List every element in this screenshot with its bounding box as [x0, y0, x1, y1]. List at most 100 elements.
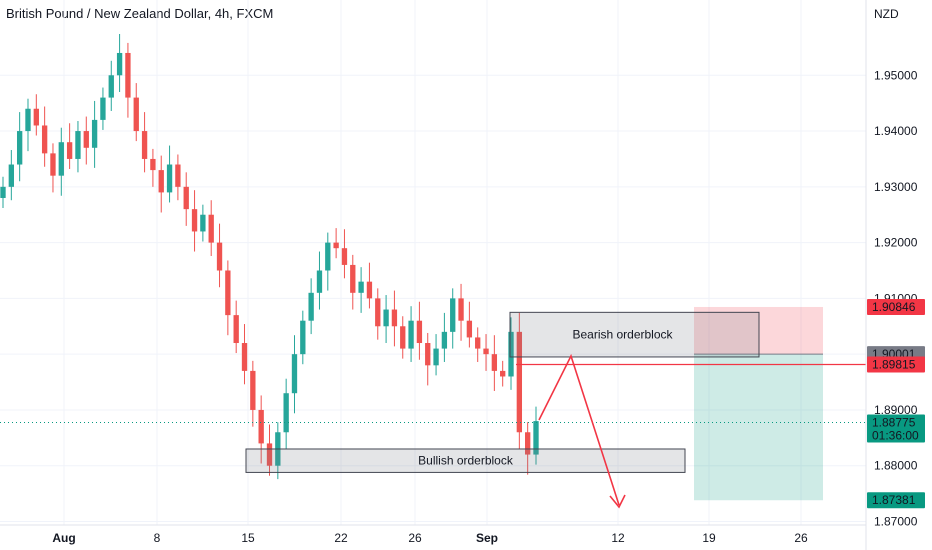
candle-body	[91, 119, 98, 148]
candle-body	[425, 343, 431, 366]
orderblock-label: Bearish orderblock	[572, 328, 673, 342]
candle-body	[450, 298, 456, 332]
candle-body	[466, 320, 473, 338]
candle-body	[408, 320, 414, 349]
price-axis[interactable]: 1.950001.940001.930001.920001.910001.900…	[874, 68, 918, 528]
candle-body	[16, 131, 23, 165]
chart-title: British Pound / New Zealand Dollar, 4h, …	[6, 6, 274, 21]
time-tick-label: 12	[611, 531, 625, 545]
price-lines	[0, 353, 866, 509]
price-tag-label: 1.88775	[872, 415, 916, 429]
candle-body	[483, 348, 489, 355]
candle-body	[83, 131, 89, 148]
candles	[0, 34, 539, 480]
time-axis[interactable]: Aug 8 15 22 26 Sep 12 19 26	[52, 531, 808, 545]
candle-body	[183, 186, 189, 210]
candle-body	[266, 443, 273, 466]
candle-body	[366, 281, 373, 299]
candle-body	[66, 142, 73, 159]
candle-body	[500, 370, 506, 377]
candle-body	[475, 337, 481, 349]
candle-body	[458, 298, 464, 321]
candle-body	[283, 393, 289, 433]
price-tag-label: 1.89815	[872, 357, 916, 371]
candle-body	[225, 270, 231, 316]
price-tick-label: 1.87000	[874, 515, 918, 529]
candle-body	[216, 242, 223, 271]
price-tags: 1.908461.900011.898151.8877501:36:001.87…	[867, 298, 925, 509]
candle-body	[316, 270, 323, 293]
candle-body	[341, 248, 348, 265]
candle-body	[125, 52, 131, 98]
candle-body	[208, 214, 214, 243]
projection-path	[538, 353, 620, 506]
candle-body	[250, 370, 256, 410]
candle-body	[516, 331, 523, 433]
candle-body	[166, 164, 173, 193]
price-tag-bg	[867, 414, 925, 443]
candle-body	[133, 97, 139, 132]
candle-body	[383, 309, 389, 327]
price-tag-bg	[867, 298, 925, 315]
time-tick-label: Sep	[476, 531, 498, 545]
candle-body	[191, 209, 198, 232]
candle-body	[200, 214, 206, 232]
time-tick-label: Aug	[52, 531, 75, 545]
candle-body	[433, 348, 439, 366]
candle-body	[150, 158, 156, 171]
price-tag-bg	[867, 492, 925, 509]
candle-body	[508, 331, 514, 377]
price-tag-label: 1.90846	[872, 300, 916, 314]
candle-body	[491, 354, 498, 371]
candle-body	[358, 281, 364, 293]
candle-body	[416, 320, 423, 344]
time-tick-label: 15	[241, 531, 255, 545]
candle-body	[158, 170, 164, 193]
orderblock-box	[509, 311, 760, 358]
candle-body	[108, 75, 114, 98]
candle-body	[308, 292, 314, 321]
candle-body	[0, 186, 6, 198]
orderblock-box	[245, 448, 686, 473]
candle-body	[300, 320, 306, 355]
candle-body	[375, 298, 381, 327]
grid	[0, 0, 866, 525]
orderblock-label: Bullish orderblock	[418, 454, 514, 468]
candle-body	[325, 242, 331, 271]
candle-body	[141, 131, 148, 159]
time-tick-label: 8	[154, 531, 161, 545]
candle-body	[33, 108, 39, 126]
price-tick-label: 1.88000	[874, 459, 918, 473]
currency-label: NZD	[874, 7, 899, 21]
candle-body	[58, 142, 64, 176]
candle-body	[391, 309, 398, 327]
time-tick-label: 22	[334, 531, 348, 545]
candle-body	[175, 164, 181, 187]
candle-body	[233, 315, 239, 344]
candle-body	[8, 164, 14, 187]
candle-body	[41, 125, 48, 154]
candle-body	[291, 354, 298, 394]
candle-body	[75, 131, 81, 159]
candle-body	[350, 264, 356, 293]
price-tick-label: 1.92000	[874, 236, 918, 250]
candle-body	[400, 326, 406, 349]
countdown-label: 01:36:00	[872, 428, 919, 442]
projection-arrowhead	[609, 494, 626, 509]
candle-body	[533, 421, 539, 455]
candle-body	[25, 108, 31, 132]
candle-body	[333, 242, 339, 249]
time-tick-label: 26	[408, 531, 422, 545]
candle-body	[441, 331, 448, 349]
candle-body	[50, 153, 56, 176]
time-tick-label: 19	[702, 531, 716, 545]
time-tick-label: 26	[794, 531, 808, 545]
price-tick-label: 1.93000	[874, 180, 918, 194]
price-tick-label: 1.95000	[874, 68, 918, 82]
candle-body	[241, 343, 248, 371]
price-tick-label: 1.94000	[874, 124, 918, 138]
candle-body	[525, 432, 531, 455]
price-tick-label: 1.89000	[874, 403, 918, 417]
target-zone	[694, 354, 823, 501]
annotations: Bearish orderblock Bullish orderblock	[245, 311, 760, 473]
